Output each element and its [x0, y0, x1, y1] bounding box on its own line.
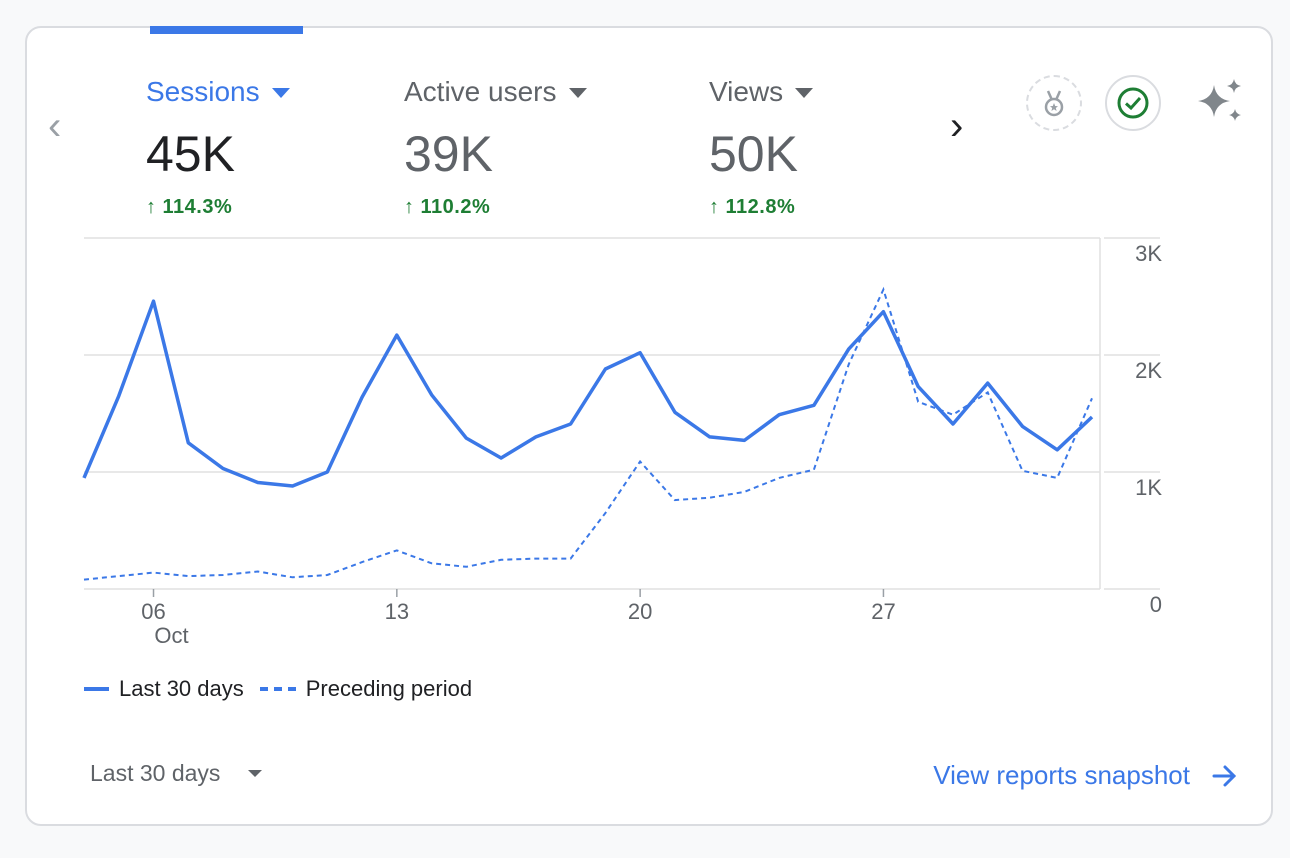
- caret-down-icon[interactable]: [568, 88, 587, 98]
- metric-value: 50K: [709, 126, 798, 182]
- date-range-label: Last 30 days: [90, 760, 221, 786]
- metric-label: Active users: [404, 76, 557, 107]
- chevron-left-icon[interactable]: ‹: [48, 104, 62, 148]
- metric-change: 112.8%: [725, 196, 796, 218]
- metric-active-users[interactable]: Active users 39K ↑ 110.2%: [404, 72, 587, 219]
- legend-current: Last 30 days: [119, 676, 244, 701]
- metric-value: 45K: [146, 126, 235, 182]
- legend-dashed-swatch: [259, 687, 296, 691]
- legend-previous: Preceding period: [305, 676, 473, 701]
- chart-legend: Last 30 days Preceding period: [84, 676, 488, 702]
- caret-down-icon: [248, 770, 263, 777]
- caret-down-icon[interactable]: [795, 88, 814, 98]
- metric-label: Sessions: [146, 76, 260, 107]
- date-range-select[interactable]: Last 30 days: [90, 760, 263, 787]
- view-reports-snapshot-link[interactable]: View reports snapshot: [933, 760, 1238, 791]
- arrow-up-icon: ↑: [146, 196, 157, 218]
- legend-solid-swatch: [84, 687, 109, 691]
- arrow-up-icon: ↑: [709, 196, 720, 218]
- check-circle-icon[interactable]: [1105, 75, 1161, 131]
- medal-icon[interactable]: [1026, 75, 1082, 131]
- metric-label: Views: [709, 76, 784, 107]
- active-tab-indicator: [150, 26, 303, 34]
- sparkle-icon[interactable]: [1192, 73, 1248, 129]
- arrow-up-icon: ↑: [404, 196, 415, 218]
- metric-views[interactable]: Views 50K ↑ 112.8%: [709, 72, 814, 219]
- caret-down-icon[interactable]: [271, 88, 290, 98]
- metric-change: 114.3%: [162, 196, 233, 218]
- metric-change: 110.2%: [420, 196, 491, 218]
- metric-value: 39K: [404, 126, 493, 182]
- chevron-right-icon[interactable]: ›: [950, 104, 964, 148]
- snapshot-link-label: View reports snapshot: [933, 760, 1190, 790]
- metric-sessions[interactable]: Sessions 45K ↑ 114.3%: [146, 72, 290, 219]
- arrow-right-icon: [1212, 765, 1237, 786]
